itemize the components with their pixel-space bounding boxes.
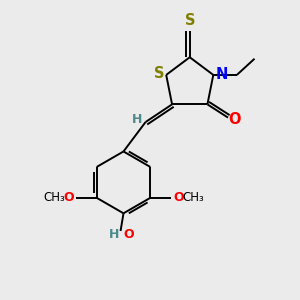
Text: H: H [109,228,119,241]
Text: H: H [132,113,142,126]
Text: O: O [123,228,134,241]
Text: CH₃: CH₃ [43,191,65,204]
Text: CH₃: CH₃ [182,191,204,204]
Text: O: O [173,191,184,204]
Text: S: S [184,14,195,28]
Text: N: N [215,67,228,82]
Text: O: O [228,112,241,127]
Text: O: O [63,191,74,204]
Text: S: S [154,66,164,81]
